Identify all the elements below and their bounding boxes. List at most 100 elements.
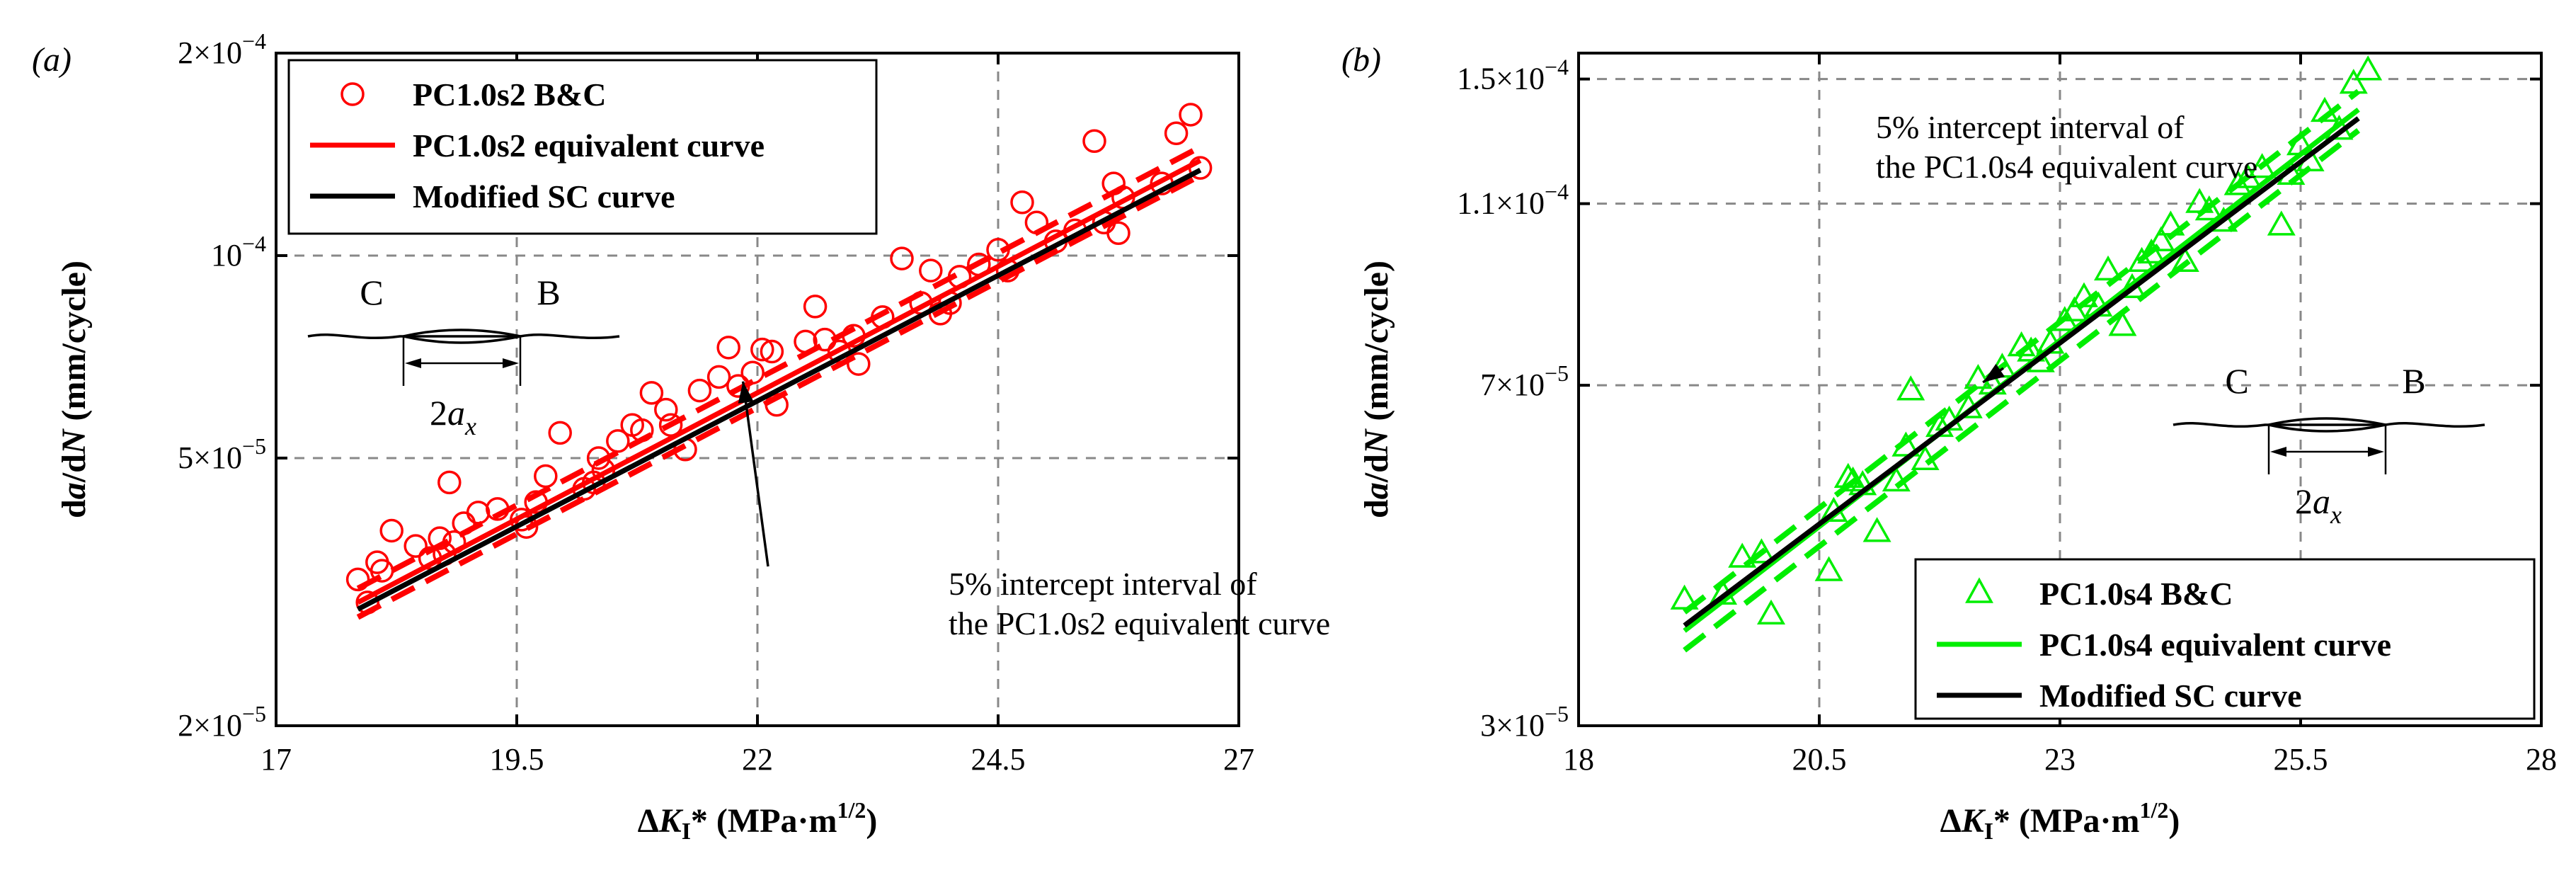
annotation: 5% intercept interval of the PC1.0s4 equi…: [1876, 109, 2257, 384]
data-point: [1814, 556, 1843, 581]
data-point: [2339, 69, 2368, 94]
crack-inset: C B 2ax: [307, 273, 620, 440]
data-point: [2146, 226, 2175, 251]
data-point: [803, 295, 828, 319]
y-tick-label: 10−4: [211, 231, 266, 273]
panel-label: (b): [1341, 41, 1381, 79]
data-point: [750, 337, 774, 362]
y-tick-label: 2×10−4: [178, 28, 266, 70]
data-point: [2194, 195, 2223, 221]
data-point: [2156, 210, 2185, 236]
data-point: [630, 418, 654, 443]
x-tick-label: 23: [2044, 742, 2076, 777]
annotation-line: 5% intercept interval of: [1876, 109, 2185, 145]
inset-dim-arrow: [405, 358, 421, 368]
xlabel-part: K: [1961, 802, 1986, 840]
ylabel-part: N: [1358, 428, 1395, 455]
inset-dim-arrow: [2270, 447, 2286, 457]
y-tick-label: 7×10−5: [1480, 360, 1569, 402]
y-tick-label: 5×10−5: [178, 433, 266, 475]
data-point: [2185, 188, 2214, 213]
data-point: [2093, 255, 2123, 281]
inset-dim-arrow: [503, 358, 519, 368]
tick-base: 2×10: [178, 35, 242, 70]
arrowhead: [738, 381, 754, 404]
x-tick-label: 19.5: [490, 742, 544, 777]
data-point: [639, 381, 664, 405]
ylabel-part: d: [55, 499, 93, 518]
series-line: [356, 144, 1202, 591]
legend-label: Modified SC curve: [2039, 678, 2302, 714]
inset-dim-arrow: [2368, 447, 2384, 457]
x-tick-label: 27: [1223, 742, 1254, 777]
data-point: [1911, 445, 1940, 471]
data-point: [606, 429, 630, 453]
data-point: [2060, 296, 2089, 321]
y-tick-label: 1.1×10−4: [1457, 179, 1569, 221]
xlabel-part: ): [2168, 802, 2180, 840]
data-point: [1747, 538, 1776, 564]
xlabel-part: Δ: [1940, 802, 1962, 840]
data-point: [2223, 170, 2252, 195]
data-point: [1106, 221, 1130, 245]
data-point: [345, 567, 370, 592]
annotation-text: 5% intercept interval of the PC1.0s2 equi…: [949, 566, 1330, 641]
data-point: [2108, 311, 2137, 336]
inset-width-part: a: [447, 393, 465, 433]
data-point: [794, 329, 818, 354]
plot-area: [345, 103, 1213, 620]
xlabel-part: I: [682, 818, 691, 845]
inset-width-label: 2ax: [430, 393, 476, 440]
data-point: [2248, 153, 2277, 178]
data-point: [403, 534, 428, 558]
data-point: [586, 446, 611, 470]
ylabel-part: /d: [1358, 454, 1395, 483]
y-tick-label: 2×10−5: [178, 701, 266, 743]
ylabel-part: N: [55, 428, 93, 455]
data-point: [466, 501, 491, 525]
legend-label: PC1.0s4 equivalent curve: [2039, 627, 2391, 663]
data-point: [2170, 246, 2199, 272]
data-point: [1164, 121, 1189, 145]
data-point: [1833, 462, 1862, 489]
data-point: [1010, 190, 1034, 215]
inset-label-b: B: [537, 273, 560, 312]
data-point: [1882, 466, 1911, 492]
data-point: [1024, 210, 1049, 234]
ylabel-part: d: [1358, 499, 1395, 518]
xlabel-part: ): [866, 802, 877, 840]
xlabel-part: 1/2: [2140, 797, 2169, 823]
data-point: [716, 336, 740, 360]
annotation: 5% intercept interval of the PC1.0s2 equi…: [738, 381, 1330, 641]
plot-area: [1670, 55, 2383, 653]
tick-exponent: −5: [1545, 701, 1569, 726]
data-point: [1862, 517, 1891, 542]
tick-exponent: −5: [1545, 360, 1569, 386]
tick-exponent: −4: [1545, 179, 1569, 205]
inset-width-label: 2ax: [2295, 481, 2342, 529]
data-point: [379, 518, 403, 543]
legend-label: PC1.0s2 B&C: [413, 76, 606, 113]
series-line: [1683, 128, 2361, 653]
x-tick-label: 22: [742, 742, 773, 777]
series-line: [1683, 116, 2360, 628]
data-point: [1728, 542, 1757, 568]
x-tick-label: 17: [261, 742, 292, 777]
data-point: [1082, 129, 1106, 153]
ylabel-part: (mm/cycle): [1358, 261, 1395, 430]
tick-exponent: −4: [1545, 55, 1569, 80]
xlabel-part: * (MPa·m: [1993, 802, 2140, 840]
x-tick-label: 20.5: [1792, 742, 1847, 777]
ylabel-part: (mm/cycle): [55, 261, 93, 430]
series-line: [356, 158, 1202, 605]
data-point: [1670, 584, 1699, 610]
data-point: [2267, 210, 2296, 236]
annotation-line: the PC1.0s2 equivalent curve: [949, 605, 1330, 641]
inset-width-part: 2: [430, 393, 447, 433]
data-point: [847, 352, 871, 376]
y-tick-label: 3×10−5: [1480, 701, 1569, 743]
series-line: [356, 173, 1202, 620]
xlabel-part: I: [1984, 818, 1993, 845]
chart-panel-b: (b)18 20.5 23 25.5 283×10−57×10−51.1×10−41.5…: [1341, 41, 2557, 845]
